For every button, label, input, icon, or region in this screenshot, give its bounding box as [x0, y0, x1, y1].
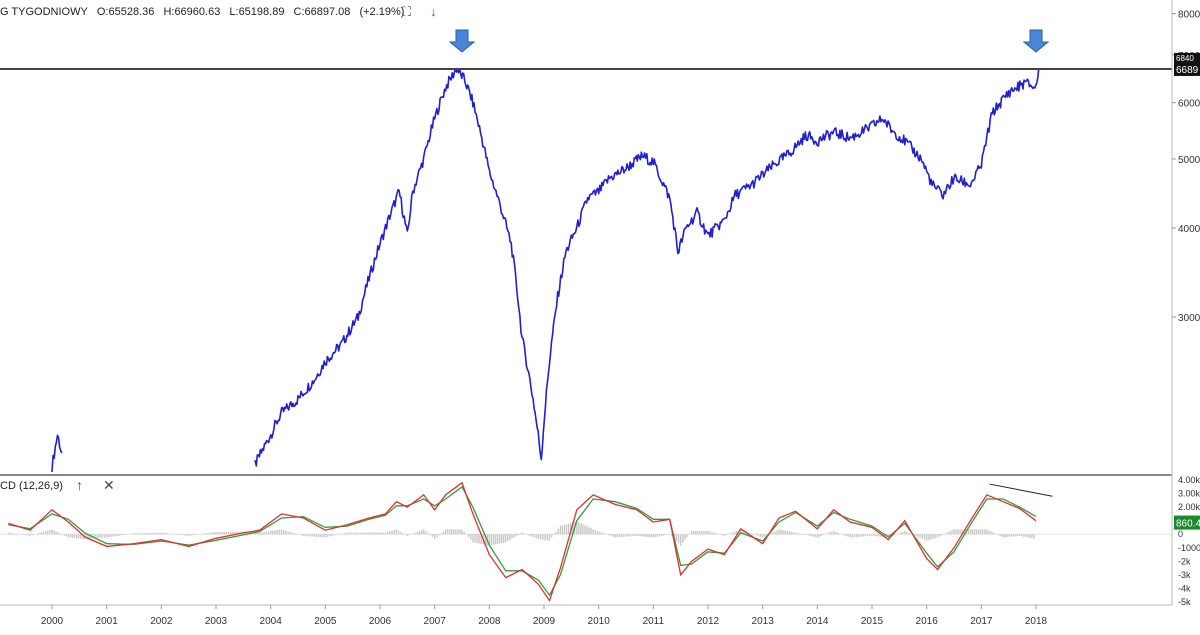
x-tick-label: 2017	[970, 616, 993, 627]
arrow-down-icon[interactable]: ↓	[430, 4, 437, 19]
x-axis[interactable]: 2000 2001 2002 2003 2004 2005 2006 2007 2008 2009…	[41, 605, 1048, 627]
price-annotations	[0, 29, 1172, 70]
y-tick-label: 8000	[1178, 10, 1200, 21]
macd-line	[8, 481, 1037, 603]
x-tick-label: 2008	[478, 616, 501, 627]
price-series	[51, 68, 1040, 473]
x-tick-label: 2001	[96, 616, 119, 627]
price-badge-above	[1174, 52, 1200, 63]
open-value: O:65528.36	[96, 6, 155, 18]
signal-line	[8, 485, 1037, 597]
macd-lines	[8, 481, 1037, 603]
y-tick-label: 4000	[1178, 224, 1200, 235]
price-badge-current-text: 6689	[1176, 65, 1199, 76]
x-tick-label: 2010	[588, 616, 611, 627]
arrow-marker	[1022, 29, 1050, 53]
macd-y-tick-label: -3k	[1178, 570, 1191, 580]
macd-y-tick-label: -2k	[1178, 556, 1191, 566]
macd-label: CD (12,26,9)	[0, 480, 63, 492]
macd-y-tick-label: 3.00k	[1178, 489, 1200, 499]
x-tick-label: 2015	[861, 616, 884, 627]
x-tick-label: 2004	[260, 616, 283, 627]
x-tick-label: 2003	[205, 616, 228, 627]
price-badge-current	[1174, 62, 1200, 76]
x-tick-label: 2005	[314, 616, 337, 627]
macd-y-tick-label: 0	[1178, 529, 1183, 539]
high-value: H:66960.63	[163, 6, 221, 18]
x-tick-label: 2014	[806, 616, 829, 627]
low-value: L:65198.89	[229, 6, 285, 18]
y-tick-label: 6000	[1178, 99, 1200, 110]
x-tick-label: 2009	[533, 616, 556, 627]
macd-value-badge-text: 860.4	[1176, 519, 1200, 530]
ohlc-header: G TYGODNIOWY O:65528.36 H:66960.63 L:651…	[0, 6, 410, 22]
macd-y-tick-label: 2.00k	[1178, 502, 1200, 512]
chart-title: G TYGODNIOWY	[0, 6, 88, 18]
close-icon[interactable]: ✕	[103, 477, 115, 493]
macd-y-tick-label: -4k	[1178, 583, 1191, 593]
arrow-up-icon[interactable]: ↑	[76, 477, 83, 493]
macd-histogram	[0, 521, 1172, 546]
x-tick-label: 2007	[424, 616, 447, 627]
x-tick-label: 2000	[41, 616, 64, 627]
x-tick-label: 2016	[916, 616, 939, 627]
fullscreen-icon[interactable]: ⛶	[402, 4, 412, 19]
macd-y-tick-label: 4.00k	[1178, 475, 1200, 485]
price-panel	[0, 29, 1172, 473]
y-tick-label: 3000	[1178, 313, 1200, 324]
macd-y-tick-label: -5k	[1178, 597, 1191, 607]
macd-annotations	[989, 483, 1053, 497]
y-tick-label: 5000	[1178, 155, 1200, 166]
change-value: (+2.19%)	[359, 6, 405, 18]
price-line	[51, 68, 1040, 473]
macd-y-tick-label: -1000	[1178, 543, 1200, 553]
macd-value-badge	[1174, 515, 1200, 530]
price-badges: 6840 6689 860.4	[1174, 52, 1200, 530]
x-tick-label: 2013	[752, 616, 775, 627]
x-tick-label: 2002	[150, 616, 173, 627]
macd-panel	[0, 481, 1172, 603]
close-value: C:66897.08	[293, 6, 351, 18]
x-tick-label: 2011	[643, 616, 665, 627]
x-tick-label: 2018	[1025, 616, 1048, 627]
divergence-line	[989, 483, 1053, 497]
price-badge-above-text: 6840	[1176, 54, 1194, 63]
x-tick-label: 2012	[697, 616, 720, 627]
x-tick-label: 2006	[369, 616, 392, 627]
arrow-marker	[448, 29, 476, 53]
